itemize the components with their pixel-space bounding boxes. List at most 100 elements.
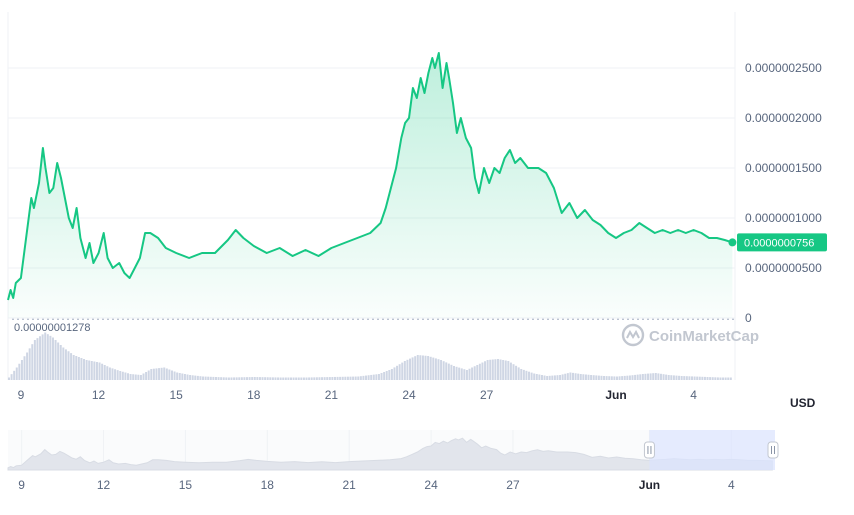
volume-bar-27 (77, 357, 80, 380)
volume-bar-204 (535, 374, 538, 380)
volume-bar-186 (489, 359, 492, 380)
navigator-selection[interactable] (649, 430, 775, 470)
volume-bar-81 (217, 377, 220, 380)
price-line[interactable] (7, 52, 733, 301)
volume-bar-136 (359, 376, 362, 380)
volume-bar-163 (429, 356, 432, 380)
volume-bar-73 (196, 375, 199, 380)
volume-bar-267 (698, 376, 701, 380)
volume-bar-193 (507, 361, 510, 380)
volume-bar-225 (590, 375, 593, 380)
volume-bar-149 (393, 367, 396, 380)
volume-bar-62 (168, 369, 171, 380)
volume-bar-162 (427, 356, 430, 380)
volume-bar-30 (85, 360, 88, 380)
volume-bar-185 (486, 360, 489, 380)
volume-bar-80 (214, 377, 217, 380)
volume-bar-167 (440, 360, 443, 380)
volume-bar-274 (716, 377, 719, 380)
volume-bar-4 (18, 363, 21, 380)
volume-bar-257 (672, 375, 675, 380)
volume-bar-34 (95, 362, 98, 380)
volume-bar-191 (502, 360, 505, 380)
volume-bar-87 (233, 377, 236, 380)
volume-bar-152 (401, 362, 404, 380)
volume-bar-13 (41, 334, 44, 380)
volume-bar-106 (282, 377, 285, 380)
volume-bar-253 (662, 374, 665, 380)
volume-bar-233 (610, 376, 613, 380)
volume-bar-239 (626, 375, 629, 380)
volume-bar-53 (145, 372, 148, 380)
volume-bar-89 (238, 377, 241, 380)
volume-bar-108 (287, 377, 290, 380)
volume-bar-17 (51, 337, 54, 380)
volume-bar-116 (308, 377, 311, 380)
volume-bar-199 (522, 369, 525, 380)
volume-bar-146 (385, 371, 388, 380)
volume-bar-75 (202, 376, 205, 380)
volume-bar-172 (452, 366, 455, 380)
volume-bar-217 (569, 372, 572, 380)
x-tick-label-2: 15 (169, 388, 183, 402)
volume-bar-118 (313, 377, 316, 380)
volume-bar-145 (383, 372, 386, 380)
volume-bar-221 (579, 374, 582, 380)
volume-bar-32 (90, 361, 93, 380)
volume-bar-190 (499, 359, 502, 380)
volume-bar-211 (553, 375, 556, 380)
navigator-area (7, 437, 773, 471)
volume-bar-259 (678, 375, 681, 380)
navigator-handle-right[interactable] (767, 441, 779, 459)
volume-bar-173 (455, 366, 458, 380)
volume-bar-208 (546, 376, 549, 380)
volume-bar-91 (243, 377, 246, 380)
volume-bar-226 (592, 375, 595, 380)
volume-bar-251 (657, 373, 660, 380)
volume-bar-111 (295, 377, 298, 380)
volume-bar-45 (124, 372, 127, 380)
volume-bar-183 (481, 362, 484, 380)
volume-bar-99 (264, 377, 267, 380)
volume-bar-234 (613, 376, 616, 380)
volume-bar-129 (341, 376, 344, 380)
volume-bar-147 (388, 370, 391, 380)
navigator-handle-left[interactable] (643, 441, 655, 459)
volume-bar-148 (390, 369, 393, 380)
volume-bar-85 (227, 377, 230, 380)
volume-bar-25 (72, 355, 75, 380)
volume-bar-134 (354, 376, 357, 380)
volume-bar-238 (623, 375, 626, 380)
volume-bar-235 (615, 376, 618, 380)
y-tick-label-2: 0.0000001000 (745, 211, 822, 225)
volume-bar-275 (719, 377, 722, 380)
range-navigator[interactable] (7, 430, 779, 471)
volume-bar-126 (333, 376, 336, 380)
volume-bar-223 (584, 374, 587, 380)
volume-bar-90 (240, 377, 243, 380)
y-axis-ticks: 0 0.0000000500 0.0000001000 0.0000001500 0.0… (745, 61, 822, 325)
navigator-grip (767, 441, 779, 459)
volume-bar-76 (204, 376, 207, 380)
volume-bar-240 (628, 375, 631, 380)
volume-bar-138 (365, 375, 368, 380)
volume-bar-141 (372, 374, 375, 380)
y-tick-label-1: 0.0000000500 (745, 261, 822, 275)
volume-bar-135 (357, 376, 360, 380)
volume-bar-23 (67, 351, 70, 380)
volume-bar-115 (305, 377, 308, 380)
volume-bar-7 (26, 352, 29, 380)
volume-bar-182 (478, 363, 481, 380)
y-tick-label-0: 0 (745, 311, 752, 325)
volume-bar-196 (515, 365, 518, 380)
volume-bar-200 (525, 370, 528, 380)
volume-bar-16 (49, 335, 52, 380)
volume-bar-109 (290, 377, 292, 380)
volume-bar-202 (530, 372, 533, 380)
currency-label: USD (790, 396, 816, 410)
volume-bar-176 (463, 369, 466, 380)
x-tick-label-6: 27 (480, 388, 494, 402)
volume-bar-276 (722, 377, 725, 380)
volume-bar-40 (111, 368, 114, 380)
